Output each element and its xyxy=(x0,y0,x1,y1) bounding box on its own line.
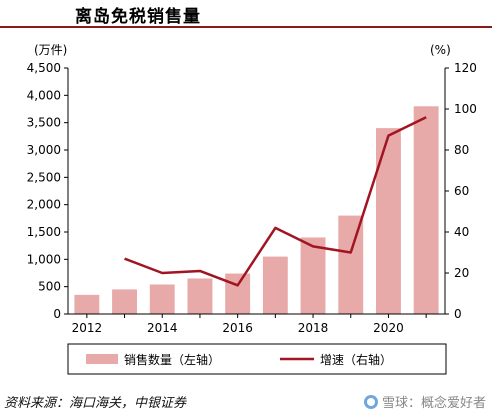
bar-sales-2019 xyxy=(338,215,364,314)
bar-sales-2016 xyxy=(225,273,251,314)
x-tick-label: 2014 xyxy=(147,321,178,335)
bar-sales-2014 xyxy=(149,284,175,314)
right-tick-label: 40 xyxy=(454,225,469,239)
left-tick-label: 1,000 xyxy=(27,252,61,266)
left-tick-label: 2,000 xyxy=(27,198,61,212)
left-axis-unit: (万件) xyxy=(34,43,67,57)
right-tick-label: 60 xyxy=(454,184,469,198)
chart-title: 离岛免税销售量 xyxy=(75,7,201,27)
right-tick-label: 80 xyxy=(454,143,469,157)
right-tick-label: 0 xyxy=(454,307,462,321)
snowball-logo-icon xyxy=(363,394,378,409)
bar-sales-2018 xyxy=(300,237,326,314)
title-rule xyxy=(0,26,492,28)
left-tick-label: 3,000 xyxy=(27,143,61,157)
legend-label-growth: 增速（右轴） xyxy=(320,352,392,367)
bar-sales-2015 xyxy=(187,278,213,314)
right-tick-label: 120 xyxy=(454,61,477,75)
watermark-text: 雪球：概念爱好者 xyxy=(381,396,486,411)
left-tick-label: 4,500 xyxy=(27,61,61,75)
x-tick-label: 2012 xyxy=(72,321,103,335)
bar-sales-2013 xyxy=(112,289,137,314)
watermark: 雪球：概念爱好者 xyxy=(363,392,486,411)
left-tick-label: 0 xyxy=(53,307,61,321)
x-tick-label: 2018 xyxy=(298,321,329,335)
left-tick-label: 500 xyxy=(38,280,61,294)
x-tick-label: 2016 xyxy=(222,321,253,335)
bar-sales-2012 xyxy=(74,294,100,314)
source-note: 资料来源：海口海关，中银证券 xyxy=(4,396,187,411)
right-tick-label: 20 xyxy=(454,266,469,280)
left-tick-label: 3,500 xyxy=(27,116,61,130)
x-tick-label: 2020 xyxy=(373,321,404,335)
legend-label-sales: 销售数量（左轴） xyxy=(124,352,220,367)
right-tick-label: 100 xyxy=(454,102,477,116)
legend-box xyxy=(67,343,447,375)
bar-sales-2021 xyxy=(413,106,439,315)
legend-swatch-sales xyxy=(86,354,118,364)
left-tick-label: 1,500 xyxy=(27,225,61,239)
right-axis-unit: (%) xyxy=(430,43,451,57)
chart-area: (万件) (%) 0 500 1,000 1,500 2,000 2,500 3,000 3,50… xyxy=(27,43,477,375)
left-tick-label: 2,500 xyxy=(27,170,61,184)
title-bar: 离岛免税销售量 xyxy=(0,0,492,28)
bar-sales-2020 xyxy=(376,128,401,314)
left-tick-label: 4,000 xyxy=(27,88,61,102)
bar-sales-2017 xyxy=(262,256,288,314)
